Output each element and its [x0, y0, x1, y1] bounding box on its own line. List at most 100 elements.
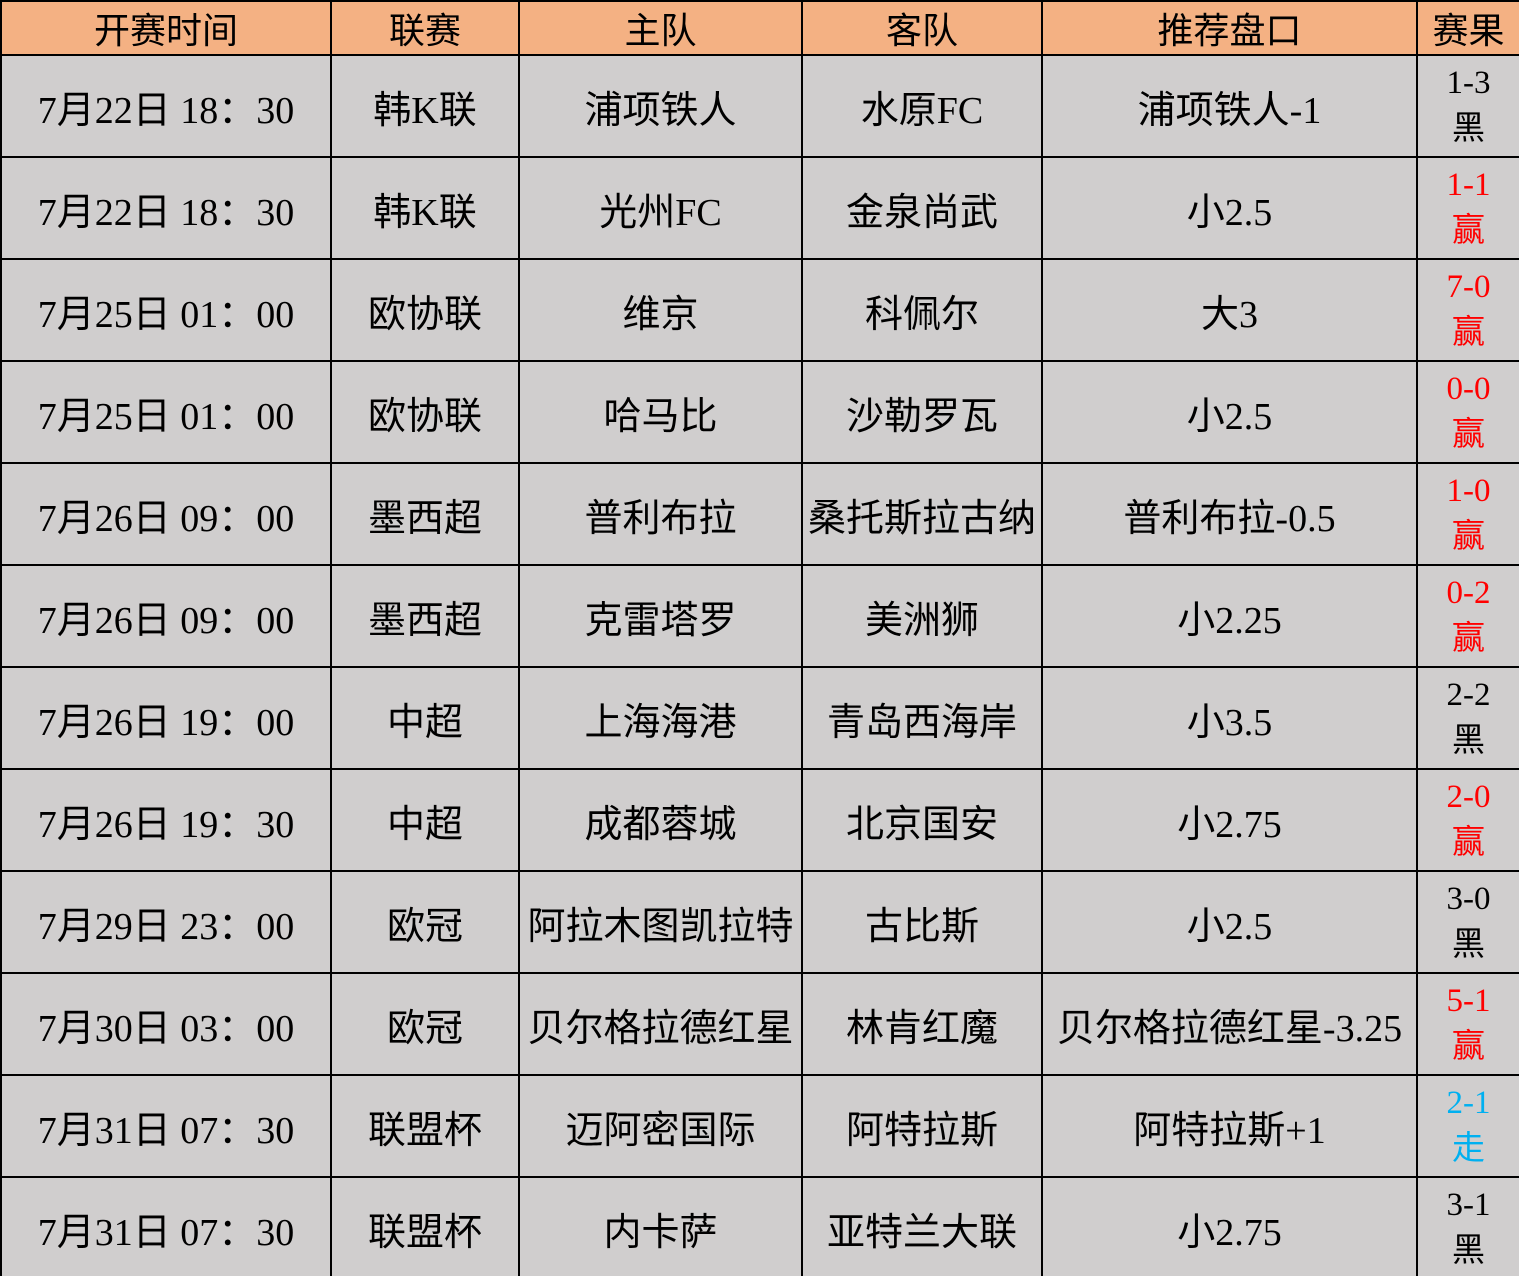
cell-kickoff-time: 7月26日 09：00: [0, 462, 332, 566]
table-row: 7月26日 09：00 墨西超 克雷塔罗 美洲狮 小2.25 0-2 赢: [0, 564, 1519, 668]
col-header-league: 联赛: [330, 0, 520, 56]
cell-away-team: 亚特兰大联: [801, 1176, 1043, 1276]
cell-away-team: 林肯红魔: [801, 972, 1043, 1076]
cell-handicap: 小2.75: [1041, 1176, 1418, 1276]
result-outcome: 赢: [1452, 213, 1485, 249]
result-outcome: 黑: [1452, 723, 1485, 759]
result-outcome: 赢: [1452, 825, 1485, 861]
cell-away-team: 青岛西海岸: [801, 666, 1043, 770]
table-row: 7月26日 19：30 中超 成都蓉城 北京国安 小2.75 2-0 赢: [0, 768, 1519, 872]
result-score: 2-2: [1446, 677, 1491, 713]
col-header-result: 赛果: [1416, 0, 1519, 56]
cell-kickoff-time: 7月26日 09：00: [0, 564, 332, 668]
header-row: 开赛时间 联赛 主队 客队 推荐盘口 赛果: [0, 0, 1519, 56]
cell-home-team: 迈阿密国际: [518, 1074, 803, 1178]
cell-handicap: 小2.5: [1041, 360, 1418, 464]
table-row: 7月26日 19：00 中超 上海海港 青岛西海岸 小3.5 2-2 黑: [0, 666, 1519, 770]
result-score: 7-0: [1446, 269, 1491, 305]
cell-kickoff-time: 7月25日 01：00: [0, 360, 332, 464]
cell-league: 联盟杯: [330, 1074, 520, 1178]
cell-kickoff-time: 7月26日 19：00: [0, 666, 332, 770]
cell-result: 1-1 赢: [1416, 156, 1519, 260]
table-header: 开赛时间 联赛 主队 客队 推荐盘口 赛果: [0, 0, 1519, 56]
cell-kickoff-time: 7月25日 01：00: [0, 258, 332, 362]
cell-result: 0-2 赢: [1416, 564, 1519, 668]
table-row: 7月22日 18：30 韩K联 光州FC 金泉尚武 小2.5 1-1 赢: [0, 156, 1519, 260]
result-score: 1-0: [1446, 473, 1491, 509]
cell-away-team: 金泉尚武: [801, 156, 1043, 260]
result-outcome: 走: [1452, 1131, 1485, 1167]
cell-league: 中超: [330, 666, 520, 770]
cell-kickoff-time: 7月31日 07：30: [0, 1176, 332, 1276]
cell-result: 2-2 黑: [1416, 666, 1519, 770]
cell-league: 欧冠: [330, 870, 520, 974]
result-score: 2-0: [1446, 779, 1491, 815]
cell-league: 韩K联: [330, 54, 520, 158]
cell-result: 2-1 走: [1416, 1074, 1519, 1178]
result-score: 0-2: [1446, 575, 1491, 611]
cell-away-team: 美洲狮: [801, 564, 1043, 668]
cell-home-team: 维京: [518, 258, 803, 362]
cell-result: 0-0 赢: [1416, 360, 1519, 464]
cell-handicap: 浦项铁人-1: [1041, 54, 1418, 158]
cell-kickoff-time: 7月22日 18：30: [0, 156, 332, 260]
result-score: 3-1: [1446, 1187, 1491, 1223]
cell-home-team: 浦项铁人: [518, 54, 803, 158]
table-row: 7月31日 07：30 联盟杯 内卡萨 亚特兰大联 小2.75 3-1 黑: [0, 1176, 1519, 1276]
cell-home-team: 成都蓉城: [518, 768, 803, 872]
result-outcome: 赢: [1452, 519, 1485, 555]
cell-away-team: 桑托斯拉古纳: [801, 462, 1043, 566]
result-score: 1-1: [1446, 167, 1491, 203]
cell-league: 欧协联: [330, 258, 520, 362]
table-row: 7月26日 09：00 墨西超 普利布拉 桑托斯拉古纳 普利布拉-0.5 1-0…: [0, 462, 1519, 566]
col-header-kickoff-time: 开赛时间: [0, 0, 332, 56]
cell-home-team: 光州FC: [518, 156, 803, 260]
result-outcome: 黑: [1452, 111, 1485, 147]
cell-away-team: 阿特拉斯: [801, 1074, 1043, 1178]
result-outcome: 黑: [1452, 927, 1485, 963]
cell-handicap: 小3.5: [1041, 666, 1418, 770]
result-outcome: 赢: [1452, 417, 1485, 453]
cell-kickoff-time: 7月22日 18：30: [0, 54, 332, 158]
result-score: 5-1: [1446, 983, 1491, 1019]
cell-league: 韩K联: [330, 156, 520, 260]
cell-result: 1-3 黑: [1416, 54, 1519, 158]
table-row: 7月29日 23：00 欧冠 阿拉木图凯拉特 古比斯 小2.5 3-0 黑: [0, 870, 1519, 974]
col-header-away-team: 客队: [801, 0, 1043, 56]
cell-result: 3-1 黑: [1416, 1176, 1519, 1276]
cell-result: 5-1 赢: [1416, 972, 1519, 1076]
cell-kickoff-time: 7月29日 23：00: [0, 870, 332, 974]
table-row: 7月25日 01：00 欧协联 维京 科佩尔 大3 7-0 赢: [0, 258, 1519, 362]
cell-home-team: 克雷塔罗: [518, 564, 803, 668]
result-outcome: 赢: [1452, 1029, 1485, 1065]
table-row: 7月22日 18：30 韩K联 浦项铁人 水原FC 浦项铁人-1 1-3 黑: [0, 54, 1519, 158]
cell-league: 欧协联: [330, 360, 520, 464]
cell-handicap: 贝尔格拉德红星-3.25: [1041, 972, 1418, 1076]
cell-handicap: 小2.75: [1041, 768, 1418, 872]
cell-kickoff-time: 7月26日 19：30: [0, 768, 332, 872]
cell-league: 墨西超: [330, 462, 520, 566]
cell-home-team: 内卡萨: [518, 1176, 803, 1276]
cell-home-team: 贝尔格拉德红星: [518, 972, 803, 1076]
cell-home-team: 普利布拉: [518, 462, 803, 566]
cell-result: 7-0 赢: [1416, 258, 1519, 362]
cell-league: 中超: [330, 768, 520, 872]
result-score: 1-3: [1446, 65, 1491, 101]
cell-away-team: 北京国安: [801, 768, 1043, 872]
cell-away-team: 古比斯: [801, 870, 1043, 974]
cell-result: 2-0 赢: [1416, 768, 1519, 872]
cell-handicap: 小2.5: [1041, 870, 1418, 974]
cell-away-team: 科佩尔: [801, 258, 1043, 362]
table-row: 7月30日 03：00 欧冠 贝尔格拉德红星 林肯红魔 贝尔格拉德红星-3.25…: [0, 972, 1519, 1076]
table-row: 7月31日 07：30 联盟杯 迈阿密国际 阿特拉斯 阿特拉斯+1 2-1 走: [0, 1074, 1519, 1178]
col-header-home-team: 主队: [518, 0, 803, 56]
cell-league: 欧冠: [330, 972, 520, 1076]
cell-handicap: 小2.5: [1041, 156, 1418, 260]
cell-handicap: 小2.25: [1041, 564, 1418, 668]
cell-handicap: 大3: [1041, 258, 1418, 362]
cell-league: 联盟杯: [330, 1176, 520, 1276]
cell-handicap: 阿特拉斯+1: [1041, 1074, 1418, 1178]
cell-result: 1-0 赢: [1416, 462, 1519, 566]
